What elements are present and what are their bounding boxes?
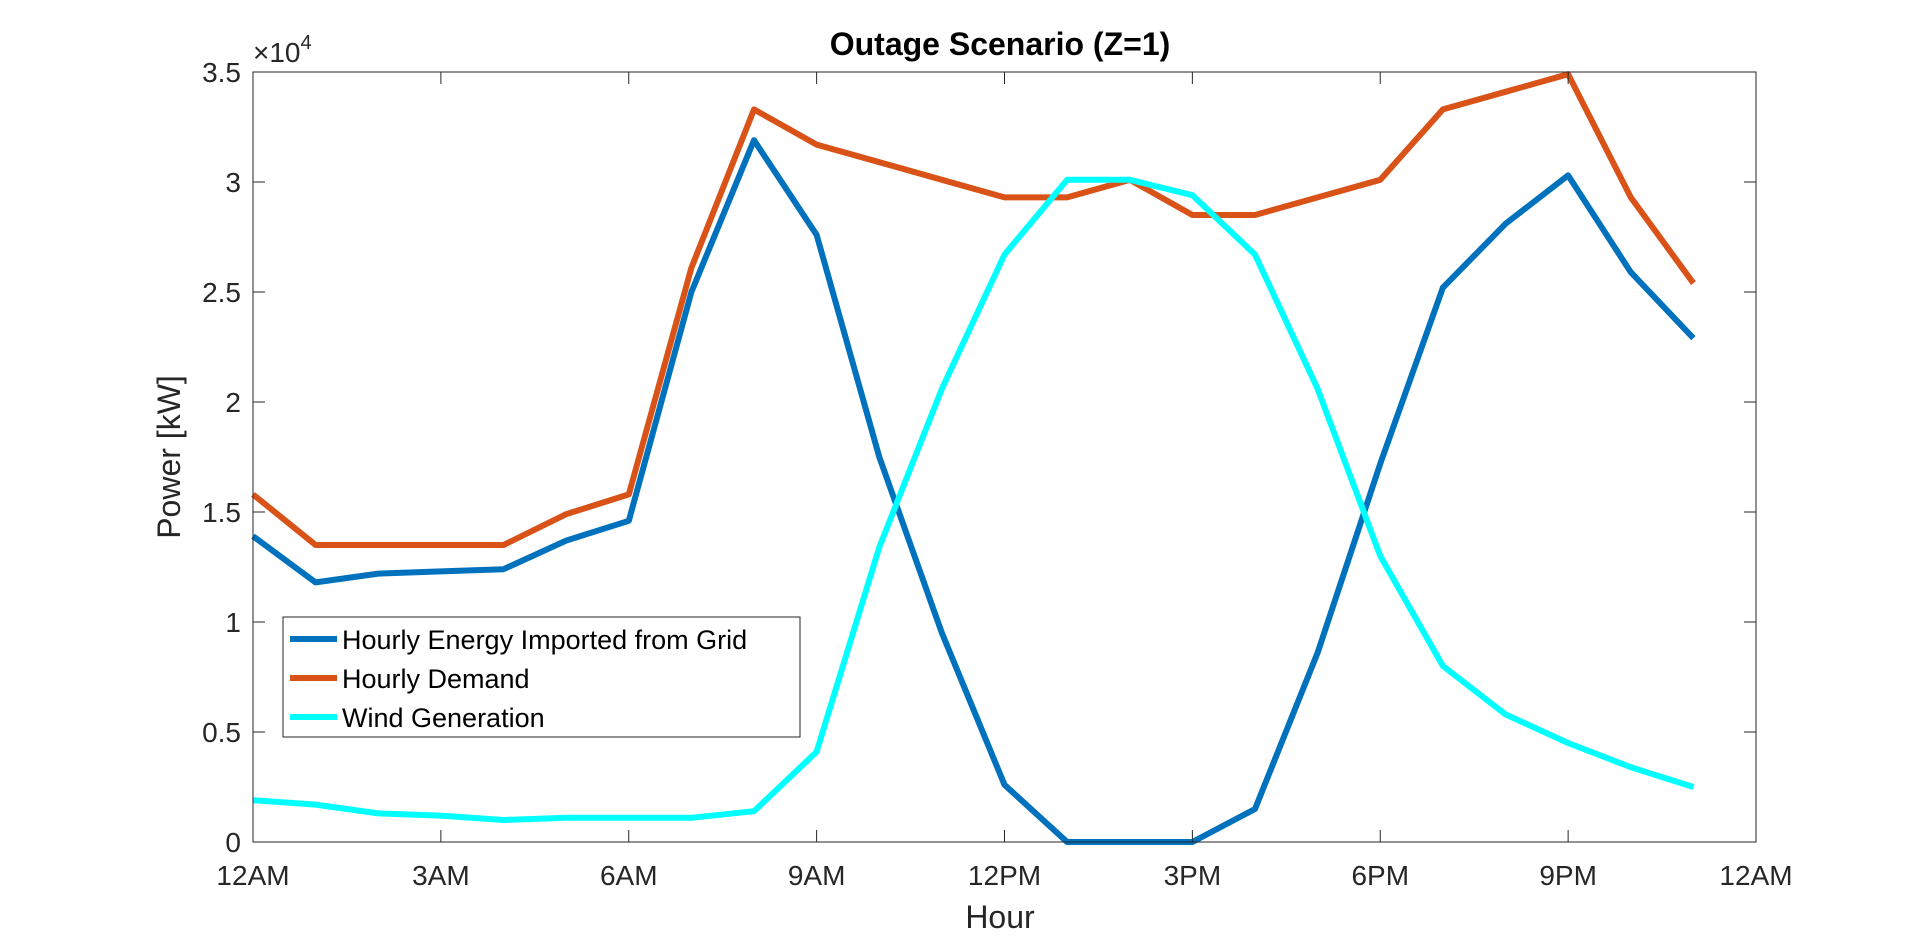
y-axis-label: Power [kW] — [151, 375, 187, 539]
y-tick-label: 1.5 — [202, 497, 241, 528]
legend-label: Wind Generation — [342, 703, 545, 733]
series-line-3 — [252, 176, 1695, 823]
x-tick-label: 3PM — [1164, 860, 1222, 891]
y-axis-exponent-base: ×10 — [253, 37, 301, 68]
x-tick-label: 3AM — [412, 860, 470, 891]
legend-item: Wind Generation — [290, 703, 545, 733]
y-tick-label: 2 — [225, 387, 241, 418]
legend-item: Hourly Energy Imported from Grid — [290, 625, 747, 655]
x-tick-label: 6PM — [1351, 860, 1409, 891]
y-tick-label: 0.5 — [202, 717, 241, 748]
series-line-1 — [251, 137, 1696, 845]
x-axis-label: Hour — [965, 899, 1035, 935]
y-axis-exponent-power: 4 — [301, 32, 312, 54]
legend-label: Hourly Energy Imported from Grid — [342, 625, 747, 655]
y-tick-label: 1 — [225, 607, 241, 638]
x-tick-label: 9AM — [788, 860, 846, 891]
y-tick-label: 3.5 — [202, 57, 241, 88]
x-tick-label: 12AM — [1719, 860, 1792, 891]
y-tick-label: 2.5 — [202, 277, 241, 308]
chart-title: Outage Scenario (Z=1) — [830, 26, 1171, 62]
x-tick-label: 12PM — [968, 860, 1041, 891]
y-tick-label: 0 — [225, 827, 241, 858]
legend-label: Hourly Demand — [342, 664, 530, 694]
series-lines — [251, 71, 1696, 845]
x-tick-label: 9PM — [1539, 860, 1597, 891]
y-tick-label: 3 — [225, 167, 241, 198]
y-axis-exponent: ×104 — [253, 32, 312, 68]
x-tick-label: 6AM — [600, 860, 658, 891]
legend: Hourly Energy Imported from Grid Hourly D… — [282, 616, 801, 738]
y-axis-ticks: 0 0.5 1 1.5 2 2.5 3 3.5 — [202, 57, 1756, 858]
series-line-2 — [251, 71, 1696, 548]
x-tick-label: 12AM — [216, 860, 289, 891]
legend-box — [282, 616, 801, 738]
legend-item: Hourly Demand — [290, 664, 530, 694]
x-axis-ticks: 12AM 3AM 6AM 9AM 12PM 3PM 6PM 9PM 12AM — [216, 72, 1793, 891]
